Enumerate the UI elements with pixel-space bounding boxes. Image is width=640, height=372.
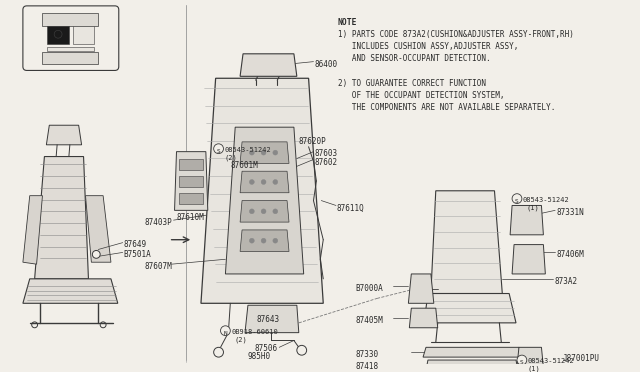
Text: 08543-51242: 08543-51242 [523, 197, 570, 203]
Polygon shape [240, 54, 297, 76]
Circle shape [261, 209, 266, 214]
Text: S: S [217, 149, 220, 154]
Text: (1): (1) [527, 205, 540, 211]
Polygon shape [240, 201, 289, 222]
Polygon shape [423, 347, 522, 357]
Circle shape [261, 180, 266, 185]
Circle shape [214, 144, 223, 154]
Polygon shape [86, 196, 111, 262]
Text: S: S [515, 199, 519, 203]
Text: THE COMPONENTS ARE NOT AVAILABLE SEPARATELY.: THE COMPONENTS ARE NOT AVAILABLE SEPARAT… [338, 103, 556, 112]
Circle shape [92, 250, 100, 258]
Bar [73, 26, 94, 44]
Text: 87611Q: 87611Q [337, 203, 365, 212]
Text: S: S [520, 360, 524, 365]
Bar [179, 176, 203, 187]
Text: 0B918-60610: 0B918-60610 [231, 329, 278, 335]
Circle shape [512, 194, 522, 203]
Bar [47, 26, 69, 44]
Text: 87603: 87603 [314, 149, 337, 158]
Circle shape [261, 238, 266, 243]
Text: 87601M: 87601M [230, 161, 258, 170]
Text: 2) TO GUARANTEE CORRECT FUNCTION: 2) TO GUARANTEE CORRECT FUNCTION [338, 79, 486, 88]
Polygon shape [426, 360, 518, 370]
Bar [47, 47, 94, 51]
Circle shape [273, 180, 278, 185]
Polygon shape [23, 196, 42, 264]
Circle shape [273, 238, 278, 243]
Polygon shape [240, 171, 289, 193]
Circle shape [214, 347, 223, 357]
Text: 08543-51242: 08543-51242 [225, 147, 271, 153]
Circle shape [250, 150, 254, 155]
Text: J87001PU: J87001PU [563, 354, 600, 363]
Polygon shape [512, 245, 545, 274]
Text: 87602: 87602 [314, 157, 337, 167]
Text: NOTE: NOTE [338, 17, 357, 27]
Polygon shape [175, 152, 208, 210]
Circle shape [250, 238, 254, 243]
Text: 86400: 86400 [314, 60, 337, 69]
FancyBboxPatch shape [23, 6, 119, 70]
Text: 87607M: 87607M [144, 262, 172, 271]
Circle shape [273, 150, 278, 155]
Text: 87330: 87330 [356, 350, 379, 359]
Text: N: N [223, 331, 227, 336]
Circle shape [250, 180, 254, 185]
Text: 87405M: 87405M [356, 316, 383, 325]
Bar [179, 193, 203, 203]
Polygon shape [46, 125, 81, 145]
Circle shape [261, 150, 266, 155]
Bar [42, 13, 98, 26]
Text: 87506: 87506 [255, 344, 278, 353]
Text: 87620P: 87620P [299, 137, 326, 146]
Polygon shape [201, 78, 323, 303]
Polygon shape [424, 294, 516, 323]
Circle shape [517, 355, 527, 365]
Text: B7000A: B7000A [356, 284, 383, 293]
Circle shape [297, 345, 307, 355]
Polygon shape [245, 305, 299, 333]
Polygon shape [225, 127, 304, 274]
Text: (2): (2) [225, 155, 237, 161]
Text: 87331N: 87331N [556, 208, 584, 217]
Text: (2): (2) [234, 337, 247, 343]
Text: 985H0: 985H0 [248, 352, 271, 361]
Text: (1): (1) [528, 366, 541, 372]
Text: 87649: 87649 [124, 240, 147, 249]
Text: 1) PARTS CODE 873A2(CUSHION&ADJUSTER ASSY-FRONT,RH): 1) PARTS CODE 873A2(CUSHION&ADJUSTER ASS… [338, 30, 574, 39]
Text: 08543-51242: 08543-51242 [528, 358, 575, 364]
Circle shape [221, 326, 230, 336]
Text: AND SENSOR-OCCUPANT DETECTION.: AND SENSOR-OCCUPANT DETECTION. [338, 54, 490, 63]
Polygon shape [431, 191, 502, 294]
Polygon shape [240, 142, 289, 163]
Text: 87418: 87418 [356, 362, 379, 371]
Text: INCLUDES CUSHION ASSY,ADJUSTER ASSY,: INCLUDES CUSHION ASSY,ADJUSTER ASSY, [338, 42, 518, 51]
Text: 87403P: 87403P [144, 218, 172, 227]
Circle shape [250, 209, 254, 214]
Bar [42, 52, 98, 64]
Polygon shape [240, 230, 289, 251]
Bar [179, 160, 203, 170]
Polygon shape [35, 157, 88, 279]
Polygon shape [517, 347, 543, 367]
Text: 87610M: 87610M [177, 213, 204, 222]
Polygon shape [410, 308, 438, 328]
Text: 87643: 87643 [257, 315, 280, 324]
Polygon shape [510, 205, 543, 235]
Text: B7501A: B7501A [124, 250, 152, 259]
Text: OF THE OCCUPANT DETECTION SYSTEM,: OF THE OCCUPANT DETECTION SYSTEM, [338, 91, 504, 100]
Text: 873A2: 873A2 [554, 277, 577, 286]
Polygon shape [23, 279, 118, 303]
Polygon shape [408, 274, 434, 303]
Circle shape [273, 209, 278, 214]
Text: 87406M: 87406M [556, 250, 584, 259]
